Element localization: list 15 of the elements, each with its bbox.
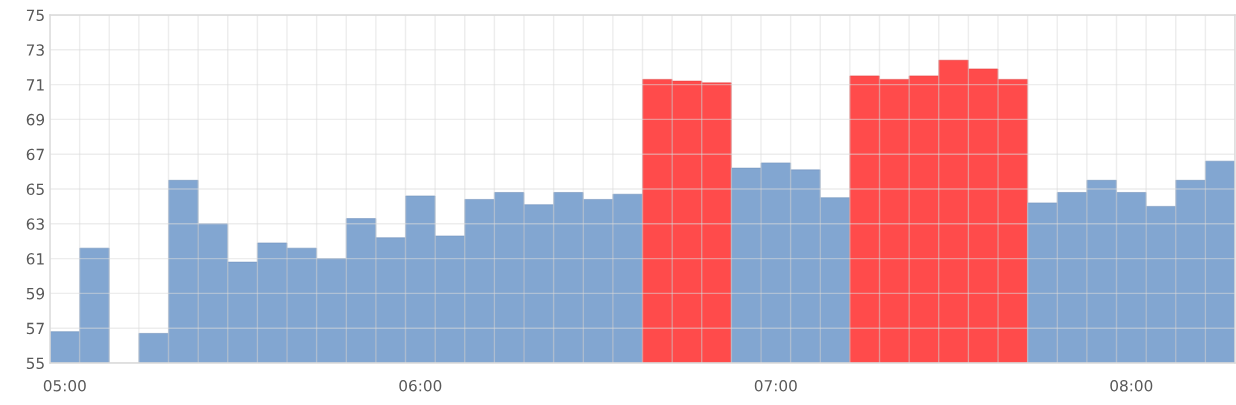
y-tick-label: 59 — [26, 287, 45, 300]
y-tick-label: 71 — [26, 79, 44, 91]
y-tick-label: 57 — [26, 322, 44, 335]
x-tick-label: 05:00 — [43, 379, 86, 392]
x-tick-label: 07:00 — [754, 379, 797, 392]
y-tick-label: 69 — [26, 113, 45, 126]
y-tick-label: 63 — [26, 218, 44, 230]
y-tick-label: 67 — [26, 148, 44, 161]
x-tick-label: 08:00 — [1110, 379, 1153, 392]
y-tick-label: 55 — [26, 357, 44, 370]
y-tick-label: 61 — [26, 253, 44, 265]
y-tick-label: 73 — [26, 44, 44, 56]
x-tick-label: 06:00 — [399, 379, 442, 392]
y-tick-label: 65 — [26, 183, 44, 196]
y-tick-label: 75 — [26, 9, 44, 22]
